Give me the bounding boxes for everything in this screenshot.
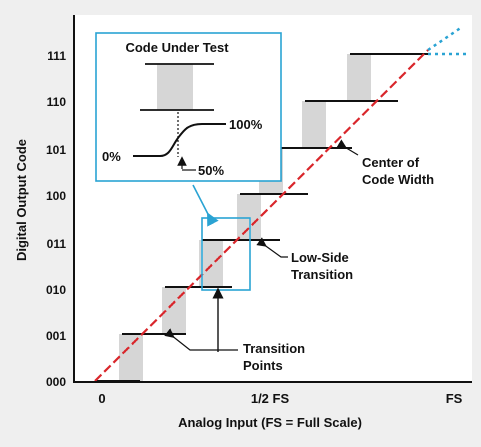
transition-points-line1: Transition [243,341,305,356]
inset-probability-curve [133,123,226,157]
transition-points-line2: Points [243,358,283,373]
y-tick-000: 000 [46,375,66,389]
transition-points-arrow-left [164,328,238,351]
highlight-connector-arrow [192,184,219,227]
y-tick-011: 011 [47,237,67,251]
x-tick-fs: FS [446,391,463,406]
transition-points-callout: Transition Points [164,287,305,373]
y-tick-010: 010 [46,283,66,297]
inset-label-100-percent: 100% [229,117,263,132]
center-code-width-line1: Center of [362,155,420,170]
y-tick-001: 001 [46,329,66,343]
center-code-width-line2: Code Width [362,172,434,187]
inset-title: Code Under Test [125,40,229,55]
inset-frame [95,32,282,182]
center-of-code-width-callout: Center of Code Width [336,139,434,187]
ideal-transfer-line [94,49,429,382]
center-code-width-arrow [336,139,359,156]
low-side-transition-callout: Low-Side Transition [256,237,353,282]
low-side-transition-line1: Low-Side [291,250,349,265]
x-tick-half-fs: 1/2 FS [251,391,290,406]
low-side-transition-line2: Transition [291,267,353,282]
x-tick-0: 0 [98,391,105,406]
x-axis-label: Analog Input (FS = Full Scale) [178,415,362,430]
inset-label-50-percent: 50% [198,163,224,178]
y-tick-101: 101 [46,143,66,157]
y-tick-100: 100 [46,189,66,203]
y-axis-label: Digital Output Code [14,139,29,261]
highlight-box [201,217,251,291]
low-side-transition-arrow [256,237,288,258]
inset-label-0-percent: 0% [102,149,121,164]
code-under-test-inset: Code Under Test 0% 100% 50% [95,32,282,182]
y-tick-111: 111 [47,49,66,63]
y-tick-110: 110 [47,95,67,109]
inset-noise-band [157,64,193,110]
